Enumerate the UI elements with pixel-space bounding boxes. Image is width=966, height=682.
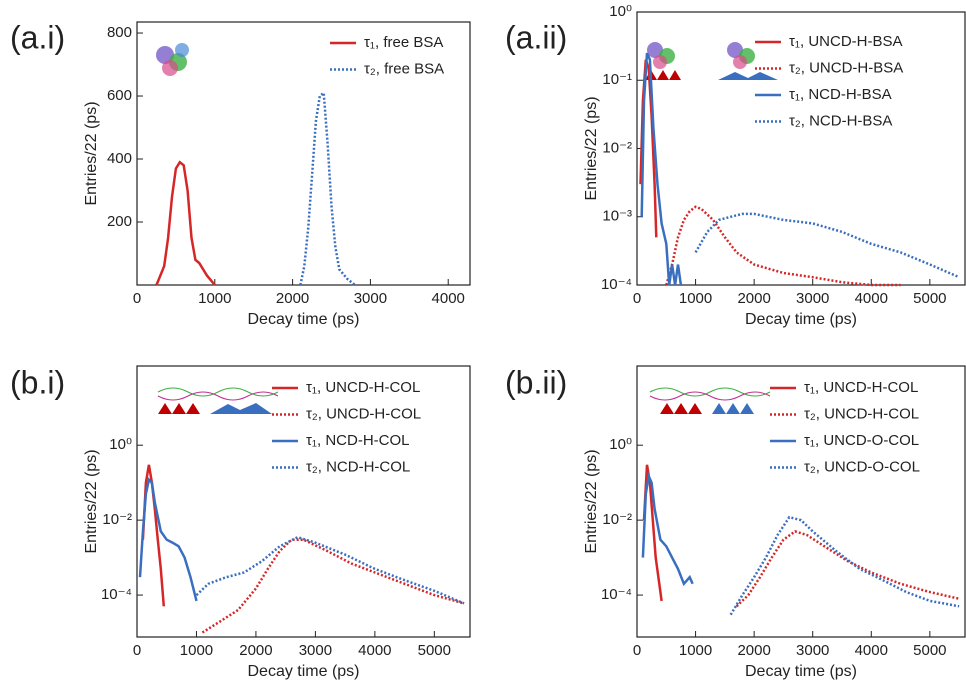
- y-tick-label: 400: [107, 150, 132, 167]
- legend-label: τ₂, UNCD-H-BSA: [789, 59, 903, 76]
- plot-frame: [636, 11, 966, 286]
- panel-label: (a.ii): [505, 19, 567, 55]
- panel: (b.i) 0 1000 2000 3000 4000 5000 10⁰ 10⁻² 10⁻⁴ Dec…: [10, 364, 471, 680]
- x-tick-label: 4000: [855, 290, 888, 307]
- y-tick-label: 10⁻³: [602, 208, 632, 225]
- plot-frame: [136, 365, 471, 638]
- legend-label: τ₁, free BSA: [364, 34, 443, 51]
- x-tick-label: 0: [633, 290, 641, 307]
- data-line: [299, 90, 356, 286]
- x-tick-label: 2000: [737, 290, 770, 307]
- legend-label: τ₁, UNCD-H-COL: [306, 379, 420, 396]
- plot-frame: [136, 21, 471, 286]
- x-tick-label: 0: [133, 290, 141, 307]
- y-tick-label: 10⁰: [609, 3, 632, 20]
- x-tick-label: 1000: [679, 642, 712, 659]
- x-tick-label: 5000: [913, 290, 946, 307]
- protein-icon: [645, 42, 778, 80]
- y-axis-label: Entries/22 (ps): [583, 96, 600, 200]
- x-tick-label: 2000: [276, 290, 309, 307]
- x-tick-label: 0: [633, 642, 641, 659]
- x-tick-label: 1000: [180, 642, 213, 659]
- x-tick-label: 3000: [299, 642, 332, 659]
- y-tick-label: 10⁻²: [602, 139, 632, 156]
- y-axis-label: Entries/22 (ps): [83, 449, 100, 553]
- x-tick-label: 4000: [855, 642, 888, 659]
- legend-label: τ₂, UNCD-H-COL: [306, 405, 421, 422]
- x-tick-label: 3000: [796, 642, 829, 659]
- panel-label: (b.i): [10, 364, 65, 400]
- y-tick-label: 800: [107, 24, 132, 41]
- legend-label: τ₁, NCD-H-BSA: [789, 86, 892, 103]
- y-tick-label: 10⁻²: [102, 511, 132, 528]
- data-line: [201, 538, 465, 634]
- data-line: [694, 212, 960, 279]
- y-tick-label: 200: [107, 213, 132, 230]
- x-tick-label: 1000: [198, 290, 231, 307]
- y-tick-label: 10⁻⁴: [101, 586, 132, 603]
- panel: (b.ii) 0 1000 2000 3000 4000 5000 10⁰ 10⁻² 10⁻⁴ De…: [505, 364, 966, 680]
- x-tick-label: 5000: [913, 642, 946, 659]
- data-line: [641, 471, 694, 587]
- y-tick-label: 10⁻²: [602, 511, 632, 528]
- x-tick-label: 5000: [418, 642, 451, 659]
- panel: (a.i) 0 1000 2000 3000 4000 200 400 600 800 Decay …: [10, 19, 471, 328]
- y-tick-label: 10⁻¹: [602, 71, 632, 88]
- protein-icon: [156, 43, 189, 76]
- x-tick-label: 2000: [737, 642, 770, 659]
- x-tick-label: 3000: [354, 290, 387, 307]
- panel: (a.ii) 0 1000 2000 3000 4000 5000 10⁰ 10⁻¹ 10⁻² 10…: [505, 3, 966, 328]
- x-tick-label: 0: [133, 642, 141, 659]
- y-axis-label: Entries/22 (ps): [583, 449, 600, 553]
- legend-label: τ₂, NCD-H-BSA: [789, 112, 892, 129]
- data-line: [735, 530, 960, 608]
- legend-label: τ₁, UNCD-H-BSA: [789, 33, 903, 50]
- x-axis-label: Decay time (ps): [247, 311, 359, 328]
- legend-label: τ₁, NCD-H-COL: [306, 432, 409, 449]
- collagen-icon: [649, 387, 771, 414]
- legend-label: τ₂, free BSA: [364, 60, 444, 77]
- data-line: [195, 535, 465, 605]
- data-line: [729, 515, 960, 616]
- plot-frame: [636, 365, 966, 638]
- y-tick-label: 600: [107, 87, 132, 104]
- x-axis-label: Decay time (ps): [745, 311, 857, 328]
- x-tick-label: 4000: [432, 290, 465, 307]
- data-line: [155, 160, 216, 286]
- y-tick-label: 10⁰: [609, 436, 632, 453]
- collagen-icon: [157, 387, 279, 414]
- legend-label: τ₁, UNCD-H-COL: [804, 379, 918, 396]
- x-tick-label: 4000: [358, 642, 391, 659]
- x-axis-label: Decay time (ps): [247, 663, 359, 680]
- y-tick-label: 10⁰: [109, 436, 132, 453]
- legend-label: τ₂, UNCD-H-COL: [804, 405, 919, 422]
- data-line: [640, 52, 683, 286]
- data-line: [642, 464, 663, 602]
- y-tick-label: 10⁻⁴: [601, 276, 632, 293]
- legend-label: τ₂, NCD-H-COL: [306, 458, 410, 475]
- x-tick-label: 3000: [796, 290, 829, 307]
- x-tick-label: 1000: [679, 290, 712, 307]
- x-tick-label: 2000: [239, 642, 272, 659]
- x-axis-label: Decay time (ps): [745, 663, 857, 680]
- panel-label: (b.ii): [505, 364, 567, 400]
- y-axis-label: Entries/22 (ps): [83, 101, 100, 205]
- legend-label: τ₁, UNCD-O-COL: [804, 432, 919, 449]
- data-line: [665, 205, 901, 287]
- legend-label: τ₂, UNCD-O-COL: [804, 458, 920, 475]
- y-tick-label: 10⁻⁴: [601, 586, 632, 603]
- data-line: [138, 477, 198, 602]
- panel-label: (a.i): [10, 19, 65, 55]
